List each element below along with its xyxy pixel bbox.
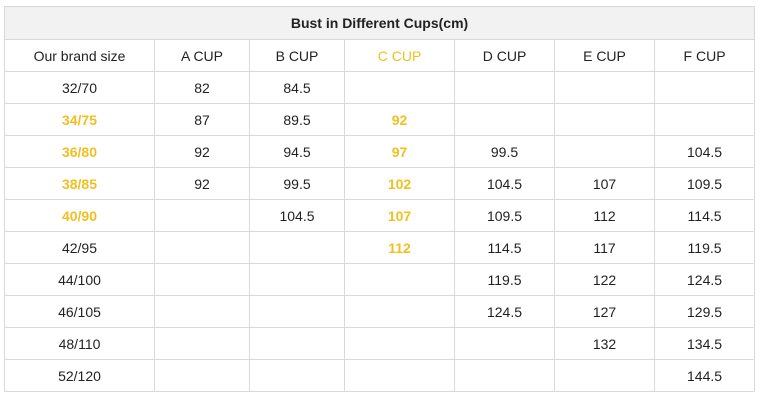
measurement-cell: 84.5 — [249, 71, 345, 104]
measurement-cell — [154, 327, 250, 360]
measurement-cell: 104.5 — [454, 167, 555, 200]
size-chart: Bust in Different Cups(cm) Our brand siz… — [3, 6, 756, 392]
measurement-cell — [249, 231, 345, 264]
measurement-cell: 119.5 — [454, 263, 555, 296]
table-title-row: Bust in Different Cups(cm) — [3, 6, 756, 40]
measurement-cell: 94.5 — [249, 135, 345, 168]
measurement-cell — [454, 327, 555, 360]
measurement-cell: 114.5 — [653, 199, 756, 232]
measurement-cell: 117 — [554, 231, 655, 264]
size-cell: 44/100 — [4, 263, 155, 296]
measurement-cell — [344, 263, 455, 296]
measurement-cell: 124.5 — [454, 295, 555, 328]
measurement-cell: 92 — [344, 103, 455, 136]
measurement-cell — [249, 295, 345, 328]
table-row: 48/110 132 134.5 — [4, 327, 756, 360]
measurement-cell: 99.5 — [249, 167, 345, 200]
measurement-cell: 107 — [554, 167, 655, 200]
measurement-cell: 107 — [344, 199, 455, 232]
measurement-cell: 114.5 — [454, 231, 555, 264]
measurement-cell — [249, 359, 345, 392]
column-header-d-cup: D CUP — [454, 39, 555, 72]
table-header-row: Our brand size A CUP B CUP C CUP D CUP E… — [4, 39, 756, 72]
table-body: 32/70 82 84.5 34/75 87 89.5 92 36/80 92 94.5 97 99.… — [4, 71, 756, 392]
bust-size-table: Bust in Different Cups(cm) Our brand siz… — [3, 6, 756, 392]
table-row: 32/70 82 84.5 — [4, 71, 756, 104]
size-cell: 48/110 — [4, 327, 155, 360]
measurement-cell — [154, 199, 250, 232]
size-cell: 34/75 — [4, 103, 155, 136]
measurement-cell — [344, 359, 455, 392]
measurement-cell — [344, 71, 455, 104]
table-title: Bust in Different Cups(cm) — [3, 6, 756, 40]
measurement-cell — [554, 135, 655, 168]
measurement-cell: 122 — [554, 263, 655, 296]
measurement-cell: 144.5 — [653, 359, 756, 392]
measurement-cell: 104.5 — [249, 199, 345, 232]
measurement-cell: 104.5 — [653, 135, 756, 168]
measurement-cell — [154, 231, 250, 264]
column-header-f-cup: F CUP — [653, 39, 756, 72]
table-row: 36/80 92 94.5 97 99.5 104.5 — [4, 135, 756, 168]
measurement-cell: 129.5 — [653, 295, 756, 328]
measurement-cell: 124.5 — [653, 263, 756, 296]
column-header-size: Our brand size — [4, 39, 155, 72]
table-row: 34/75 87 89.5 92 — [4, 103, 756, 136]
table-row: 38/85 92 99.5 102 104.5 107 109.5 — [4, 167, 756, 200]
measurement-cell: 102 — [344, 167, 455, 200]
measurement-cell — [454, 103, 555, 136]
measurement-cell — [249, 327, 345, 360]
size-cell: 36/80 — [4, 135, 155, 168]
measurement-cell: 134.5 — [653, 327, 756, 360]
measurement-cell — [554, 359, 655, 392]
table-row: 40/90 104.5 107 109.5 112 114.5 — [4, 199, 756, 232]
column-header-e-cup: E CUP — [554, 39, 655, 72]
measurement-cell — [454, 71, 555, 104]
measurement-cell: 112 — [554, 199, 655, 232]
measurement-cell — [653, 71, 756, 104]
measurement-cell — [154, 359, 250, 392]
measurement-cell — [249, 263, 345, 296]
size-cell: 46/105 — [4, 295, 155, 328]
measurement-cell: 119.5 — [653, 231, 756, 264]
measurement-cell — [154, 263, 250, 296]
measurement-cell — [154, 295, 250, 328]
measurement-cell — [554, 103, 655, 136]
measurement-cell — [454, 359, 555, 392]
size-cell: 38/85 — [4, 167, 155, 200]
table-row: 52/120 144.5 — [4, 359, 756, 392]
table-row: 46/105 124.5 127 129.5 — [4, 295, 756, 328]
measurement-cell: 109.5 — [454, 199, 555, 232]
size-cell: 52/120 — [4, 359, 155, 392]
measurement-cell: 99.5 — [454, 135, 555, 168]
measurement-cell: 109.5 — [653, 167, 756, 200]
table-row: 44/100 119.5 122 124.5 — [4, 263, 756, 296]
size-cell: 42/95 — [4, 231, 155, 264]
size-cell: 40/90 — [4, 199, 155, 232]
measurement-cell: 89.5 — [249, 103, 345, 136]
measurement-cell: 87 — [154, 103, 250, 136]
measurement-cell: 92 — [154, 135, 250, 168]
table-row: 42/95 112 114.5 117 119.5 — [4, 231, 756, 264]
measurement-cell: 82 — [154, 71, 250, 104]
measurement-cell: 112 — [344, 231, 455, 264]
column-header-c-cup: C CUP — [344, 39, 455, 72]
column-header-b-cup: B CUP — [249, 39, 345, 72]
measurement-cell: 127 — [554, 295, 655, 328]
measurement-cell: 92 — [154, 167, 250, 200]
measurement-cell — [344, 295, 455, 328]
measurement-cell — [344, 327, 455, 360]
measurement-cell — [653, 103, 756, 136]
size-cell: 32/70 — [4, 71, 155, 104]
measurement-cell — [554, 71, 655, 104]
column-header-a-cup: A CUP — [154, 39, 250, 72]
measurement-cell: 97 — [344, 135, 455, 168]
measurement-cell: 132 — [554, 327, 655, 360]
